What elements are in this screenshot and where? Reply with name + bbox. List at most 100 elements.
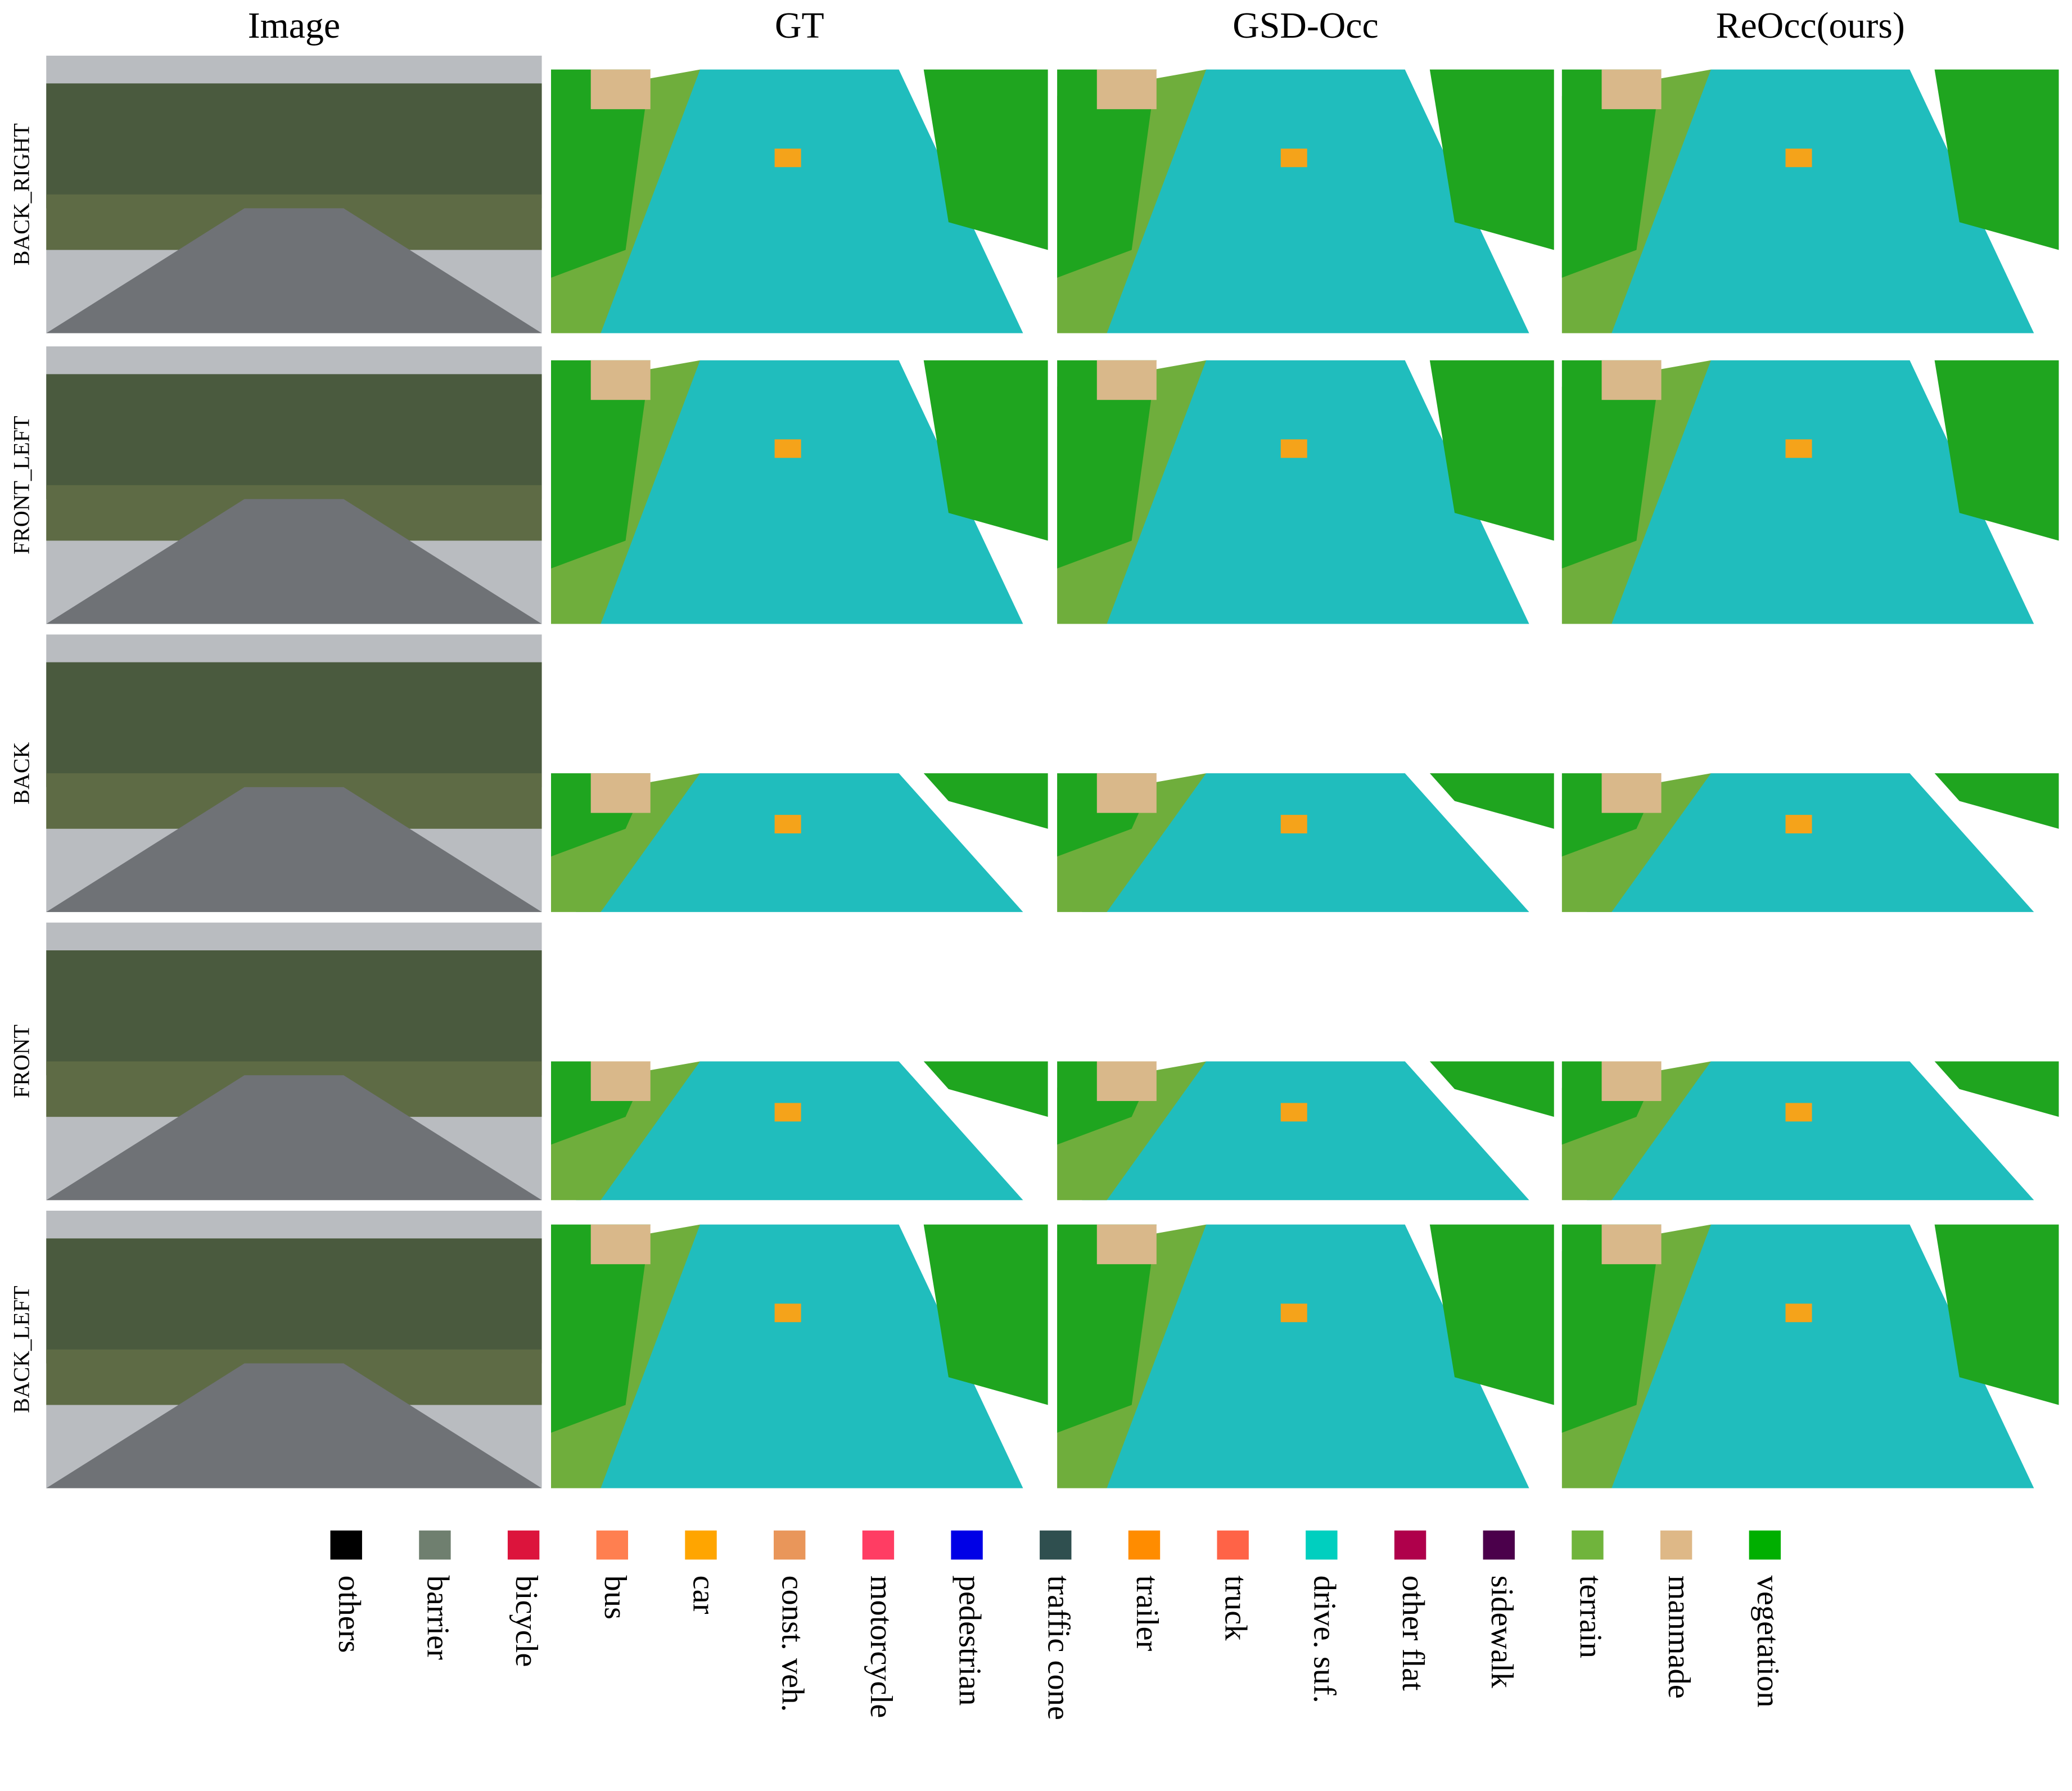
vegetation [1057, 69, 1157, 278]
car [1280, 1103, 1307, 1122]
legend-label: terrain [1573, 1576, 1608, 1658]
occupancy-panel [1057, 346, 1554, 624]
manmade [1601, 1224, 1662, 1265]
occupancy-panel [1561, 922, 2059, 1201]
trees [46, 1238, 542, 1364]
legend-label: pedestrian [953, 1576, 987, 1706]
vegetation [1934, 360, 2059, 541]
drive-surface [1587, 69, 2034, 333]
legend-swatch [862, 1530, 895, 1560]
drive-surface [1082, 360, 1529, 624]
row-label: FRONT_LEFT [8, 416, 34, 554]
road [46, 787, 542, 912]
legend-swatch [1660, 1530, 1692, 1560]
legend-label: drive. suf. [1307, 1576, 1342, 1703]
vegetation [1934, 1224, 2059, 1405]
car [774, 1303, 801, 1323]
row-label: BACK_LEFT [8, 1286, 34, 1413]
drive-surface [1587, 773, 2034, 912]
vegetation [923, 360, 1048, 541]
drive-surface [576, 69, 1023, 333]
legend-swatch [1128, 1530, 1161, 1560]
row-label: BACK [8, 742, 34, 804]
trees [46, 662, 542, 787]
drive-surface [576, 360, 1023, 624]
occupancy-panel [1057, 1211, 1554, 1488]
legend-swatch [330, 1530, 362, 1560]
legend-label: vegetation [1750, 1576, 1785, 1708]
legend-label: motorcycle [864, 1576, 899, 1718]
column-header: Image [248, 5, 340, 46]
drive-surface [1587, 1224, 2034, 1488]
occupancy-panel [1561, 346, 2059, 624]
car [774, 815, 801, 834]
legend-swatch [685, 1530, 717, 1560]
vegetation [1561, 360, 1662, 569]
legend-label: truck [1218, 1576, 1253, 1641]
drive-surface [1587, 360, 2034, 624]
road [46, 499, 542, 624]
trees [46, 83, 542, 209]
legend-swatch [1572, 1530, 1604, 1560]
row-label: FRONT [8, 1025, 34, 1098]
legend-label: sidewalk [1484, 1576, 1519, 1689]
occupancy-panel [1561, 634, 2059, 912]
vegetation [1057, 1224, 1157, 1433]
row-label: BACK_RIGHT [8, 123, 34, 265]
car [774, 439, 801, 458]
vegetation [551, 69, 651, 278]
camera-image [46, 634, 542, 912]
vegetation [551, 1224, 651, 1433]
legend-swatch [773, 1530, 806, 1560]
column-header: GT [775, 5, 824, 46]
trees [46, 950, 542, 1076]
drive-surface [576, 1061, 1023, 1201]
manmade [1096, 69, 1157, 110]
legend-swatch [419, 1530, 451, 1560]
car [1280, 148, 1307, 168]
legend-label: trailer [1130, 1576, 1164, 1652]
vegetation [923, 69, 1048, 250]
manmade [1096, 360, 1157, 400]
manmade [1601, 69, 1662, 110]
occupancy-panel [551, 346, 1048, 624]
occupancy-panel [1057, 55, 1554, 333]
occupancy-panel [551, 634, 1048, 912]
drive-surface [1082, 69, 1529, 333]
legend-swatch [951, 1530, 983, 1560]
occupancy-panel [1057, 634, 1554, 912]
road [46, 208, 542, 333]
manmade [1601, 1061, 1662, 1101]
vegetation [1934, 1061, 2059, 1117]
car [1785, 1303, 1812, 1323]
manmade [1096, 773, 1157, 813]
vegetation [1429, 1224, 1554, 1405]
car [1785, 1103, 1812, 1122]
legend-label: manmade [1662, 1576, 1696, 1699]
vegetation [923, 1224, 1048, 1405]
drive-surface [1082, 1224, 1529, 1488]
legend-label: car [687, 1576, 721, 1614]
legend-swatch [507, 1530, 540, 1560]
legend-label: other flat [1396, 1576, 1430, 1691]
car [1785, 815, 1812, 834]
legend-label: traffic cone [1041, 1576, 1076, 1720]
column-header: GSD-Occ [1233, 5, 1378, 46]
camera-image [46, 1211, 542, 1488]
vegetation [1429, 69, 1554, 250]
car [1280, 815, 1307, 834]
manmade [1096, 1061, 1157, 1101]
car [774, 148, 801, 168]
legend-swatch [596, 1530, 629, 1560]
legend-label: bicycle [509, 1576, 544, 1667]
vegetation [1429, 773, 1554, 829]
vegetation [1057, 360, 1157, 569]
manmade [1096, 1224, 1157, 1265]
legend-swatch [1217, 1530, 1249, 1560]
occupancy-panel [1561, 1211, 2059, 1488]
vegetation [1934, 69, 2059, 250]
drive-surface [1587, 1061, 2034, 1201]
vegetation [1429, 360, 1554, 541]
legend-swatch [1394, 1530, 1427, 1560]
